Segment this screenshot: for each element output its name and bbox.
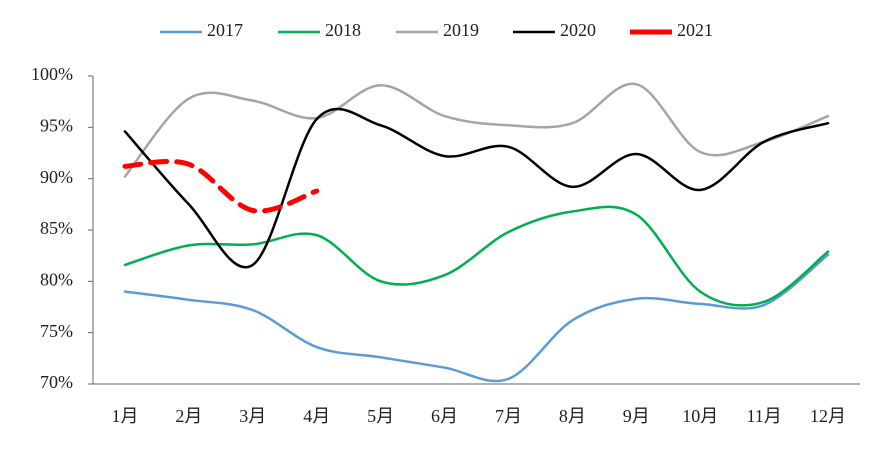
y-tick-label: 100% — [31, 64, 73, 84]
x-tick-label: 12月 — [810, 406, 846, 426]
legend-label: 2017 — [207, 20, 243, 40]
legend-label: 2019 — [443, 20, 479, 40]
y-tick-label: 95% — [40, 115, 73, 135]
y-tick-label: 80% — [40, 269, 73, 289]
x-tick-label: 6月 — [431, 406, 458, 426]
y-tick-label: 85% — [40, 218, 73, 238]
x-tick-label: 9月 — [623, 406, 650, 426]
y-tick-label: 90% — [40, 167, 73, 187]
legend-label: 2018 — [325, 20, 361, 40]
series-line — [123, 82, 830, 178]
legend-label: 2021 — [677, 20, 713, 40]
x-tick-label: 3月 — [239, 406, 266, 426]
y-tick-label: 70% — [40, 372, 73, 392]
legend-label: 2020 — [560, 20, 596, 40]
series-line — [122, 158, 320, 214]
series-line — [123, 107, 830, 269]
series-line — [123, 205, 830, 307]
x-tick-label: 10月 — [682, 406, 718, 426]
x-tick-label: 7月 — [495, 406, 522, 426]
x-tick-label: 11月 — [746, 406, 781, 426]
x-tick-label: 1月 — [111, 406, 138, 426]
x-tick-label: 4月 — [303, 406, 330, 426]
y-tick-label: 75% — [40, 321, 73, 341]
series-line — [123, 253, 830, 383]
x-tick-label: 5月 — [367, 406, 394, 426]
x-tick-label: 2月 — [175, 406, 202, 426]
x-tick-label: 8月 — [559, 406, 586, 426]
